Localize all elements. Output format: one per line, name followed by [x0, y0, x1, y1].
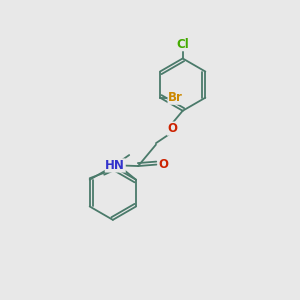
Text: O: O — [167, 122, 177, 135]
Text: Cl: Cl — [176, 38, 189, 51]
Text: O: O — [158, 158, 168, 171]
Text: Br: Br — [168, 91, 183, 104]
Text: HN: HN — [105, 159, 125, 172]
